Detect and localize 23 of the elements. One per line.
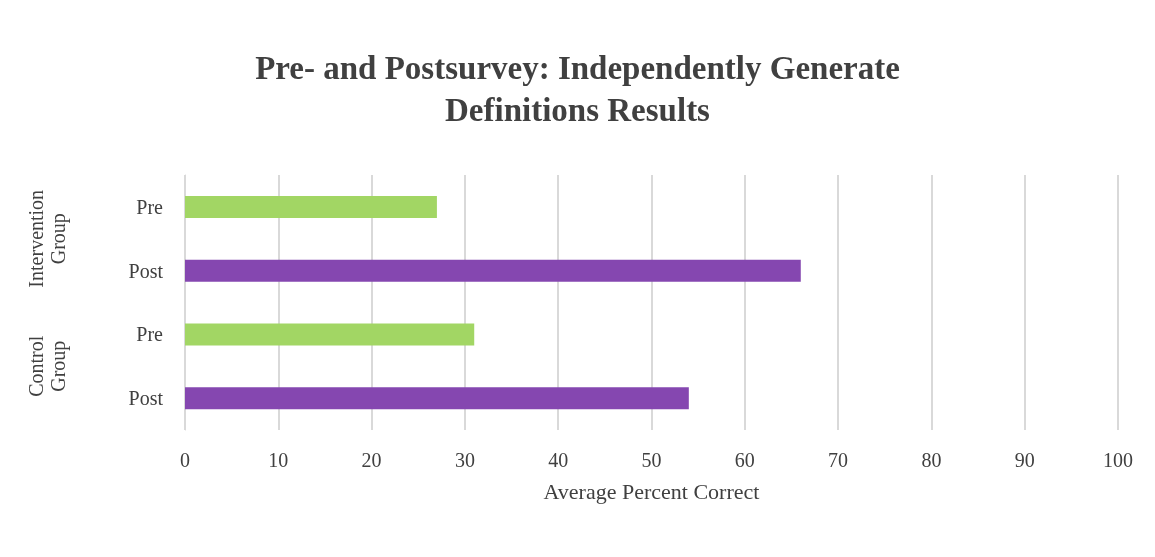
x-tick-label: 90 — [1014, 449, 1035, 471]
text: Control Group — [25, 335, 70, 397]
x-tick-label: 20 — [361, 449, 382, 471]
x-axis-title: Average Percent Correct — [543, 478, 760, 504]
x-tick-label: 80 — [921, 449, 942, 471]
text: Intervention Group — [25, 189, 70, 288]
y-tick-label: Pre — [136, 323, 164, 346]
y-tick-label: Pre — [136, 195, 164, 218]
bar — [185, 323, 475, 346]
x-tick-label: 10 — [268, 449, 289, 471]
x-tick-label: 0 — [180, 449, 190, 471]
x-tick-label: 70 — [828, 449, 849, 471]
x-tick-label: 50 — [641, 449, 662, 471]
bar — [185, 195, 437, 218]
y-tick-label: Post — [128, 259, 164, 282]
bar — [185, 259, 801, 282]
x-tick-label: 60 — [734, 449, 755, 471]
x-tick-label: 30 — [454, 449, 475, 471]
y-tick-label: Post — [128, 387, 164, 410]
chart-title: Pre- and Postsurvey: Independently Generate Definitions Results — [255, 50, 900, 128]
bar — [185, 387, 689, 410]
x-tick-label: 100 — [1103, 449, 1133, 471]
x-tick-label: 40 — [548, 449, 569, 471]
